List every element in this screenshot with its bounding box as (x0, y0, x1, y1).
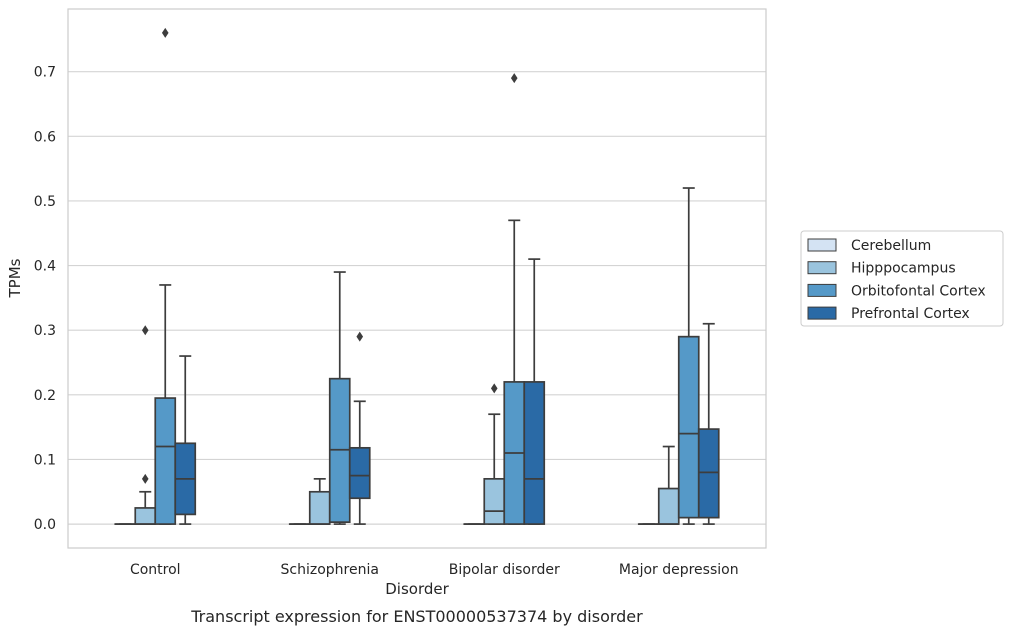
box-group (699, 324, 719, 524)
y-tick-label: 0.3 (34, 323, 56, 339)
outlier-point (491, 383, 498, 393)
legend-entry: Prefrontal Cortex (851, 306, 970, 322)
box (310, 492, 330, 524)
box-group (659, 447, 679, 525)
y-tick-label: 0.4 (34, 259, 56, 275)
y-tick-label: 0.1 (34, 452, 56, 468)
legend-entry: Hipppocampus (851, 261, 956, 277)
legend-swatch (808, 262, 836, 274)
y-tick-label: 0.0 (34, 517, 56, 533)
box (135, 508, 155, 524)
box (155, 398, 175, 524)
y-tick-label: 0.2 (34, 388, 56, 404)
box (350, 448, 370, 498)
chart-caption: Transcript expression for ENST0000053737… (190, 607, 643, 626)
boxes (115, 28, 719, 524)
y-axis-label: TPMs (6, 258, 24, 298)
x-tick-label: Major depression (619, 562, 739, 578)
y-tick-label: 0.5 (34, 194, 56, 210)
outlier-point (356, 332, 363, 342)
legend-swatch (808, 284, 836, 296)
box-group (524, 259, 544, 524)
y-tick-label: 0.6 (34, 129, 56, 145)
box-group (484, 383, 504, 524)
box (699, 429, 719, 518)
box (484, 479, 504, 524)
legend-entry: Cerebellum (851, 238, 931, 254)
legend: Cerebellum Hipppocampus Orbitofontal Corte… (801, 231, 1003, 326)
box-group (350, 332, 370, 524)
outlier-point (162, 28, 169, 38)
x-axis-label: Disorder (385, 580, 449, 598)
box (659, 489, 679, 525)
box-group (175, 356, 195, 524)
x-tick-label: Bipolar disorder (449, 562, 560, 578)
y-tick-label: 0.7 (34, 65, 56, 81)
box (524, 382, 544, 524)
y-tick-labels: 0.0 0.1 0.2 0.3 0.4 0.5 0.6 0.7 (34, 65, 56, 533)
box-group (504, 73, 524, 524)
legend-swatch (808, 239, 836, 251)
box-group (135, 325, 155, 524)
outlier-point (142, 325, 149, 335)
box-group (330, 272, 350, 524)
box-group (310, 479, 330, 524)
outlier-point (511, 73, 518, 83)
outlier-point (142, 474, 149, 484)
x-tick-label: Schizophrenia (281, 562, 379, 578)
box-group (679, 188, 699, 524)
x-tick-labels: Control Schizophrenia Bipolar disorder Majo… (130, 562, 739, 578)
x-tick-label: Control (130, 562, 181, 578)
box-group (155, 28, 175, 524)
legend-entry: Orbitofontal Cortex (851, 283, 986, 299)
box (679, 337, 699, 518)
legend-swatch (808, 307, 836, 319)
